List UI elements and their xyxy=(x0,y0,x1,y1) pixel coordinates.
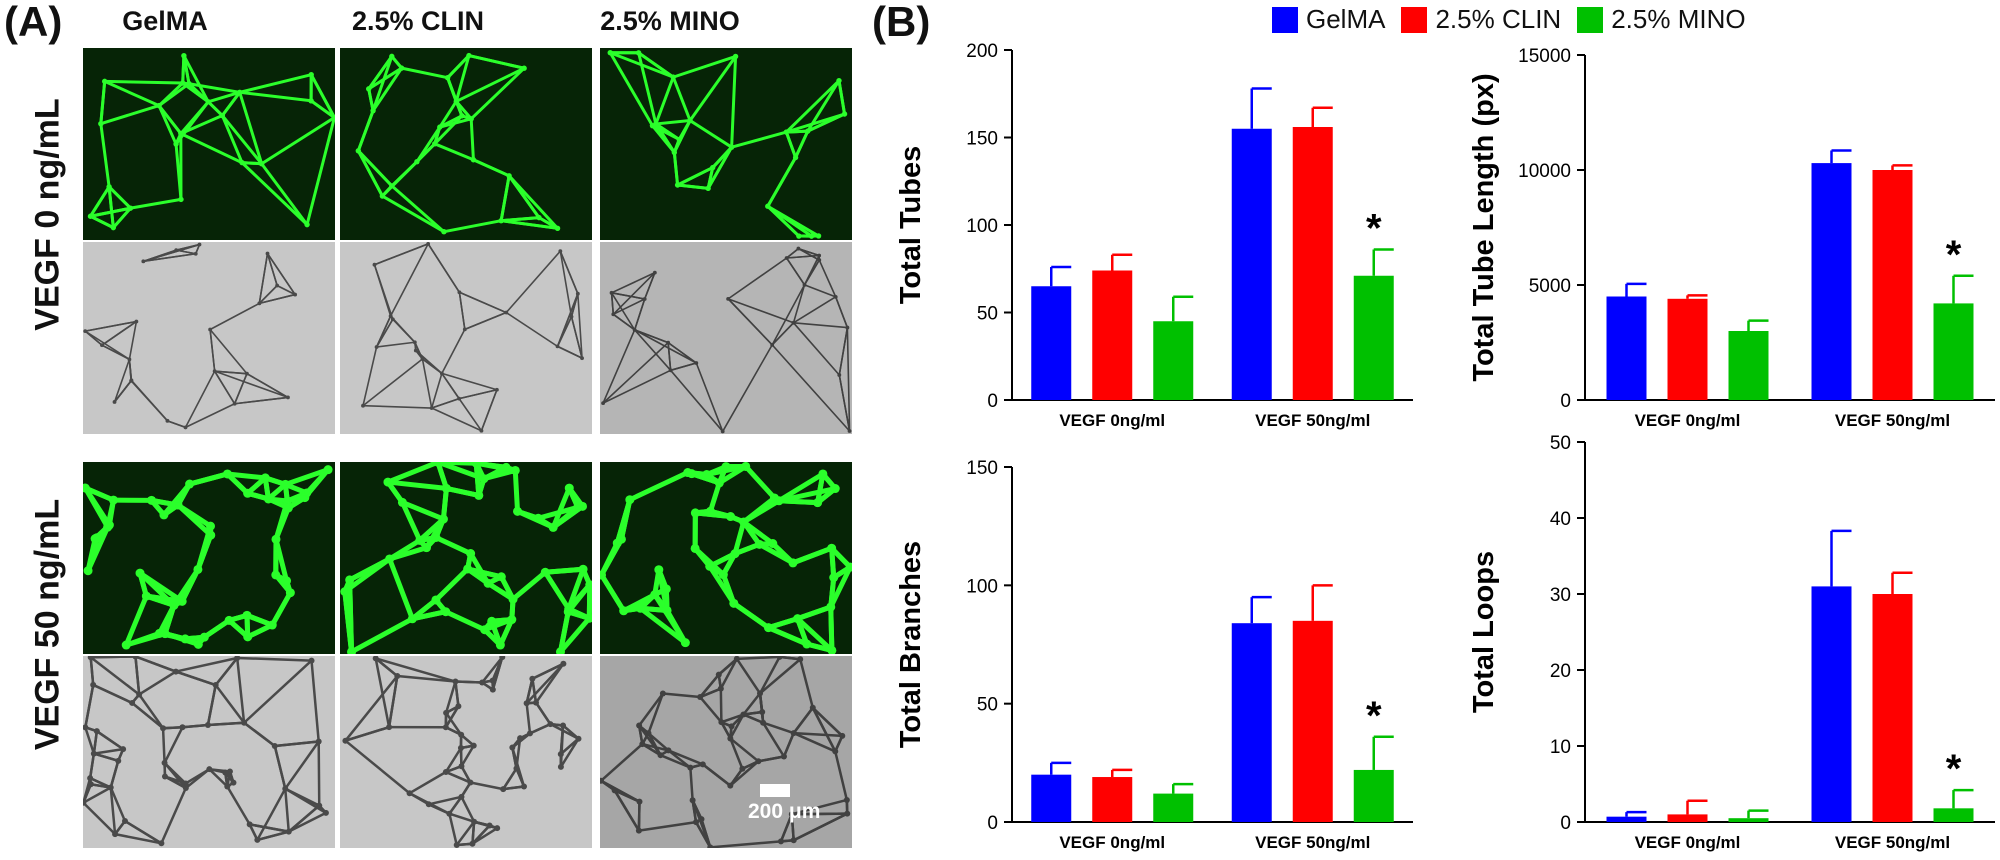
micrograph-tile xyxy=(340,48,592,240)
legend-item-clin: 2.5% CLIN xyxy=(1401,4,1561,35)
scale-bar xyxy=(760,784,790,797)
column-header-clin: 2.5% CLIN xyxy=(351,6,485,36)
y-tick-label: 200 xyxy=(966,41,998,62)
bar-2-5-clin xyxy=(1872,594,1913,822)
x-tick-label: VEGF 50ng/ml xyxy=(1835,411,1950,430)
bar-gelma xyxy=(1811,163,1852,400)
y-axis-label: Total Branches xyxy=(895,541,927,748)
bar-2-5-mino xyxy=(1353,275,1394,400)
y-tick-label: 50 xyxy=(977,304,998,325)
micrograph-tile xyxy=(340,242,592,434)
bar-gelma xyxy=(1231,128,1272,400)
bar-2-5-mino xyxy=(1353,769,1394,822)
micrograph-tile xyxy=(83,48,335,240)
y-tick-label: 40 xyxy=(1550,509,1571,530)
micrograph-tile xyxy=(83,656,335,848)
y-axis-label: Total Tube Length (px) xyxy=(1468,73,1500,381)
bar-2-5-clin xyxy=(1667,298,1708,400)
column-header-gelma: GelMA xyxy=(122,6,208,36)
bar-gelma xyxy=(1031,774,1072,822)
y-tick-label: 150 xyxy=(966,129,998,150)
scale-bar-label: 200 μm xyxy=(748,800,821,823)
legend-swatch-gelma xyxy=(1272,6,1298,33)
y-tick-label: 0 xyxy=(1560,813,1571,834)
bar-2-5-clin xyxy=(1292,620,1333,822)
chart-3: 0 50 100 150 Total Branches VEGF 0ng/ml VEGF 5… xyxy=(895,458,1413,852)
legend-swatch-mino xyxy=(1577,6,1604,33)
bar-2-5-mino xyxy=(1728,331,1769,400)
chart-1: 0 50 100 150 200 Total Tubes VEGF 0ng/ml VEGF 5… xyxy=(895,41,1413,430)
bar-2-5-clin xyxy=(1667,814,1708,822)
y-tick-label: 15000 xyxy=(1518,46,1571,67)
micrograph-tile xyxy=(340,462,592,654)
significance-marker: * xyxy=(1946,747,1962,791)
bar-2-5-clin xyxy=(1292,127,1333,400)
bar-2-5-clin xyxy=(1092,777,1133,822)
y-tick-label: 0 xyxy=(1560,391,1571,412)
bar-gelma xyxy=(1606,816,1647,822)
legend-swatch-clin xyxy=(1401,6,1428,33)
chart-legend: GelMA 2.5% CLIN 2.5% MINO xyxy=(1272,4,1762,35)
y-tick-label: 5000 xyxy=(1529,276,1571,297)
y-tick-label: 150 xyxy=(966,458,998,479)
y-tick-label: 100 xyxy=(966,576,998,597)
bar-2-5-clin xyxy=(1872,170,1913,400)
bar-gelma xyxy=(1606,296,1647,400)
bar-gelma xyxy=(1231,623,1272,822)
micrograph-tile xyxy=(83,242,335,434)
x-tick-label: VEGF 50ng/ml xyxy=(1255,411,1370,430)
y-tick-label: 100 xyxy=(966,216,998,237)
micrograph-tile xyxy=(600,656,852,848)
bar-2-5-mino xyxy=(1933,303,1974,400)
x-tick-label: VEGF 0ng/ml xyxy=(1635,833,1741,852)
chart-4: 0 10 20 30 40 50 Total Loops VEGF 0ng/ml VEGF 50… xyxy=(1468,433,1995,852)
y-tick-label: 0 xyxy=(987,391,998,412)
panel-b-label: (B) xyxy=(872,0,931,45)
bar-gelma xyxy=(1031,286,1072,400)
column-header-mino: 2.5% MINO xyxy=(600,6,740,36)
y-axis-label: Total Loops xyxy=(1468,551,1500,713)
bar-2-5-mino xyxy=(1153,321,1194,400)
micrograph-tile xyxy=(83,462,335,654)
legend-item-mino: 2.5% MINO xyxy=(1577,4,1746,35)
y-tick-label: 20 xyxy=(1550,661,1571,682)
micrograph-tile xyxy=(600,242,852,434)
bar-gelma xyxy=(1811,586,1852,822)
x-tick-label: VEGF 50ng/ml xyxy=(1255,833,1370,852)
y-tick-label: 50 xyxy=(977,695,998,716)
micrograph-tile xyxy=(600,462,852,654)
legend-label-gelma: GelMA xyxy=(1306,4,1386,34)
bar-2-5-clin xyxy=(1092,270,1133,400)
x-tick-label: VEGF 0ng/ml xyxy=(1059,833,1165,852)
y-tick-label: 0 xyxy=(987,813,998,834)
legend-item-gelma: GelMA xyxy=(1272,4,1385,35)
y-tick-label: 10 xyxy=(1550,737,1571,758)
legend-label-clin: 2.5% CLIN xyxy=(1435,4,1562,34)
bar-2-5-mino xyxy=(1728,818,1769,822)
bar-2-5-mino xyxy=(1933,808,1974,822)
y-tick-label: 50 xyxy=(1550,433,1571,454)
x-tick-label: VEGF 0ng/ml xyxy=(1059,411,1165,430)
y-tick-label: 30 xyxy=(1550,585,1571,606)
y-tick-label: 10000 xyxy=(1518,161,1571,182)
bar-2-5-mino xyxy=(1153,793,1194,822)
significance-marker: * xyxy=(1366,694,1382,738)
y-axis-label: Total Tubes xyxy=(895,146,927,304)
x-tick-label: VEGF 50ng/ml xyxy=(1835,833,1950,852)
panel-a-label: (A) xyxy=(4,0,63,45)
x-tick-label: VEGF 0ng/ml xyxy=(1635,411,1741,430)
chart-2: 0 5000 10000 15000 Total Tube Length (px) VEG… xyxy=(1468,46,1995,430)
significance-marker: * xyxy=(1946,233,1962,277)
legend-label-mino: 2.5% MINO xyxy=(1611,4,1746,34)
significance-marker: * xyxy=(1366,207,1382,251)
micrograph-tile xyxy=(600,48,852,240)
micrograph-tile xyxy=(340,656,592,848)
